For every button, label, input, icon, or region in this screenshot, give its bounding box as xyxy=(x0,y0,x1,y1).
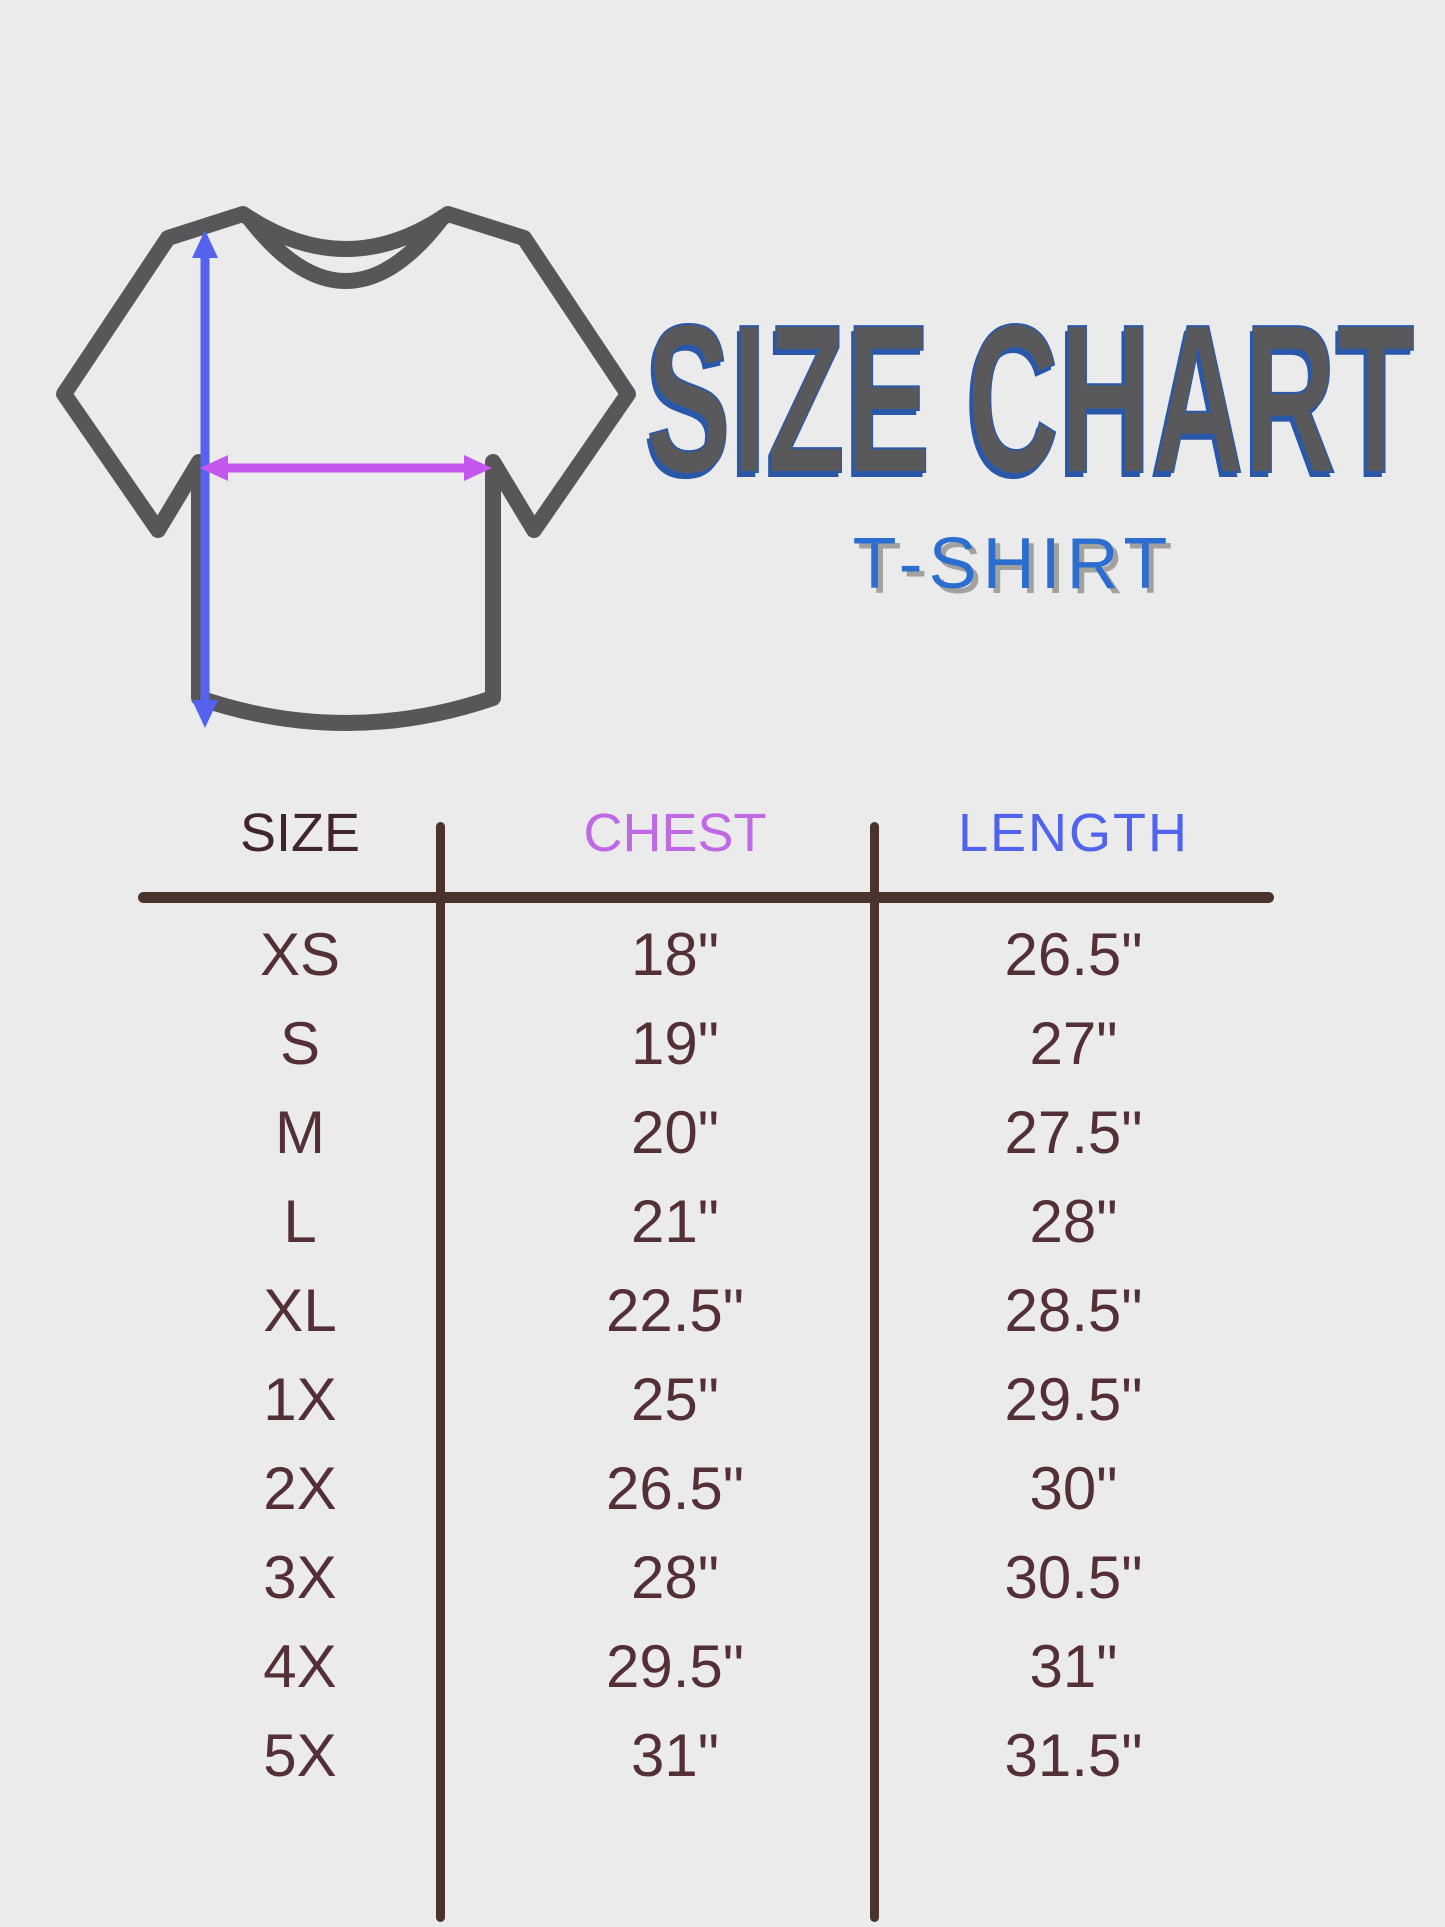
page-subtitle: T-SHIRT xyxy=(852,524,1174,604)
cell-size: 1X xyxy=(263,1366,337,1433)
cell-length: 27" xyxy=(1029,1010,1118,1077)
cell-length: 30" xyxy=(1029,1455,1118,1522)
cell-chest: 22.5" xyxy=(605,1277,745,1344)
cell-size: 5X xyxy=(263,1722,337,1789)
column-divider-line-1 xyxy=(436,822,445,1922)
table-row: L 21" 28" xyxy=(0,1177,1445,1267)
cell-size: 2X xyxy=(263,1455,337,1522)
cell-length: 31" xyxy=(1029,1633,1118,1700)
table-row: 4X 29.5" 31" xyxy=(0,1622,1445,1712)
cell-chest: 19" xyxy=(630,1010,720,1077)
table-row: 1X 25" 29.5" xyxy=(0,1355,1445,1445)
column-divider-line-2 xyxy=(870,822,879,1922)
cell-size: L xyxy=(283,1188,317,1255)
column-header-length: LENGTH xyxy=(957,803,1190,863)
cell-chest: 26.5" xyxy=(605,1455,745,1522)
cell-size: XS xyxy=(259,921,341,988)
tshirt-diagram xyxy=(56,206,636,731)
column-header-chest: CHEST xyxy=(583,803,767,863)
cell-chest: 29.5" xyxy=(605,1633,745,1700)
cell-length: 28.5" xyxy=(1004,1277,1143,1344)
cell-chest: 31" xyxy=(630,1722,720,1789)
cell-length: 27.5" xyxy=(1004,1099,1143,1166)
cell-size: 4X xyxy=(263,1633,337,1700)
cell-length: 26.5" xyxy=(1004,921,1143,988)
header-divider-line xyxy=(138,892,1274,903)
cell-size: XL xyxy=(263,1277,337,1344)
cell-length: 28" xyxy=(1029,1188,1118,1255)
cell-size: 3X xyxy=(263,1544,337,1611)
table-row: XL 22.5" 28.5" xyxy=(0,1266,1445,1356)
table-row: M 20" 27.5" xyxy=(0,1088,1445,1178)
cell-chest: 28" xyxy=(630,1544,720,1611)
table-row: 2X 26.5" 30" xyxy=(0,1444,1445,1534)
column-header-size: SIZE xyxy=(239,803,361,863)
table-row: XS 18" 26.5" xyxy=(0,910,1445,1000)
table-row: 5X 31" 31.5" xyxy=(0,1711,1445,1801)
cell-length: 29.5" xyxy=(1004,1366,1143,1433)
cell-length: 30.5" xyxy=(1004,1544,1143,1611)
cell-chest: 18" xyxy=(630,921,720,988)
chest-arrow-icon xyxy=(200,455,492,481)
table-row: 3X 28" 30.5" xyxy=(0,1533,1445,1623)
t-shirt-outline-icon xyxy=(56,206,636,731)
collar-icon xyxy=(241,210,450,289)
cell-chest: 20" xyxy=(630,1099,720,1166)
cell-chest: 25" xyxy=(630,1366,720,1433)
cell-size: S xyxy=(279,1010,321,1077)
length-arrow-icon xyxy=(192,230,218,728)
table-row: S 19" 27" xyxy=(0,999,1445,1089)
page-title: SIZE CHART xyxy=(645,280,1416,517)
cell-size: M xyxy=(275,1099,325,1166)
cell-chest: 21" xyxy=(630,1188,720,1255)
cell-length: 31.5" xyxy=(1004,1722,1143,1789)
